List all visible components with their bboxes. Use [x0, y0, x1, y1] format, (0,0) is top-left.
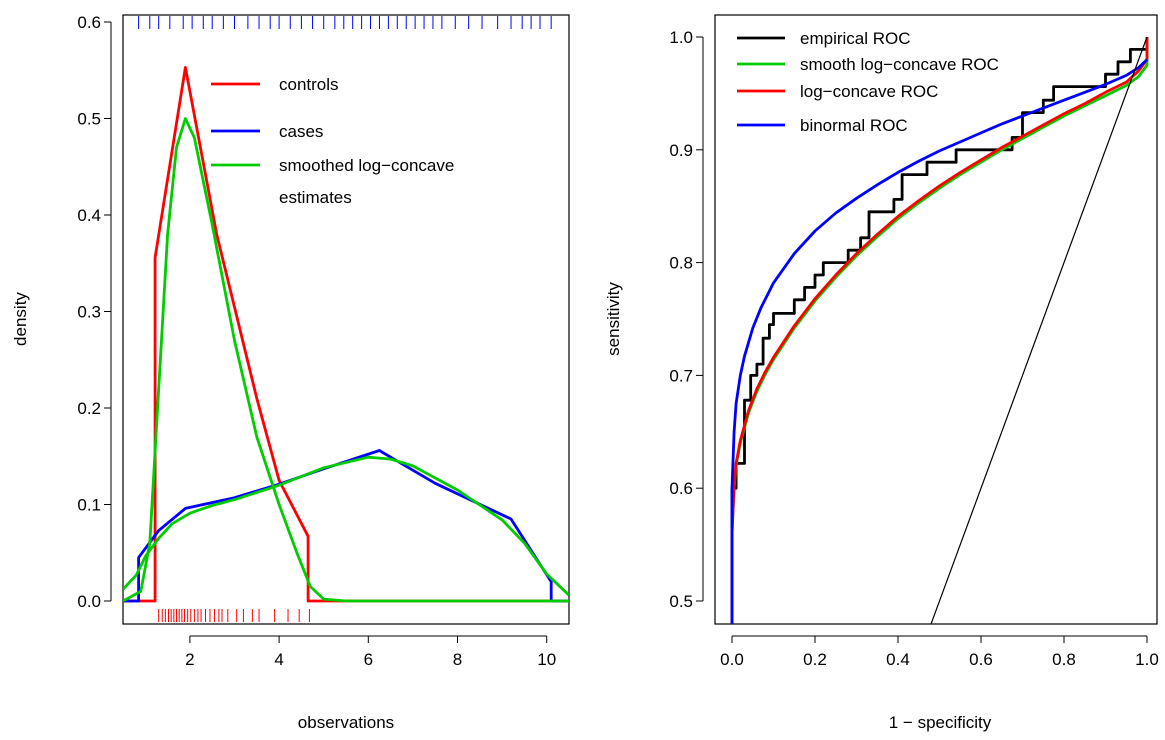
density-x-tick-label: 10: [537, 650, 556, 669]
legend-label-binormal-roc: binormal ROC: [800, 116, 908, 135]
density-y-tick-label: 0.5: [77, 110, 101, 129]
legend-label-smooth-log-concave-roc: smooth log−concave ROC: [800, 55, 999, 74]
density-y-tick-label: 0.3: [77, 303, 101, 322]
roc-series-empirical-roc-0: [730, 37, 1149, 624]
roc-panel: 0.0 0.2 0.4 0.6 0.8 1.0 0.5 0.6 0.7 0.8 0.9 1.0 1 …: [604, 14, 1159, 732]
roc-curves-group: [730, 36, 1149, 624]
roc-x-tick-label: 1.0: [1135, 650, 1159, 669]
legend-label-estimates: estimates: [279, 188, 352, 207]
density-series-smoothed-log-concave-2: [123, 117, 569, 603]
roc-series-log-concave-roc-2: [730, 37, 1149, 624]
density-x-tick-label: 2: [185, 650, 194, 669]
legend-label-empirical-roc: empirical ROC: [800, 29, 911, 48]
roc-y-tick-label: 1.0: [669, 28, 693, 47]
roc-legend: empirical ROC smooth log−concave ROC log−c…: [737, 29, 999, 135]
density-y-tick-label: 0.0: [77, 592, 101, 611]
roc-y-tick-label: 0.7: [669, 366, 693, 385]
density-series-cases-1: [123, 449, 569, 603]
density-x-tick-label: 4: [274, 650, 283, 669]
roc-x-tick-label: 0.2: [803, 650, 827, 669]
roc-plot-box: [714, 14, 1158, 625]
density-curves-group: [123, 66, 569, 603]
legend-label-smoothed-log-concave: smoothed log−concave: [279, 156, 454, 175]
roc-x-axis-label: 1 − specificity: [889, 713, 992, 732]
density-rug-group: [138, 16, 552, 622]
density-y-tick-label: 0.1: [77, 496, 101, 515]
roc-x-tick-label: 0.8: [1052, 650, 1076, 669]
density-y-tick-label: 0.4: [77, 206, 101, 225]
density-y-axis-label: density: [11, 292, 30, 346]
roc-y-tick-label: 0.5: [669, 592, 693, 611]
legend-label-log-concave-roc: log−concave ROC: [800, 82, 938, 101]
roc-y-tick-label: 0.8: [669, 254, 693, 273]
density-y-axis: 0.0 0.1 0.2 0.3 0.4 0.5 0.6: [77, 13, 112, 611]
roc-x-axis: 0.0 0.2 0.4 0.6 0.8 1.0: [720, 635, 1159, 669]
legend-label-cases: cases: [279, 122, 323, 141]
density-y-tick-label: 0.6: [77, 13, 101, 32]
density-legend: controls cases smoothed log−concave estimat…: [211, 75, 454, 207]
density-panel: 2 4 6 8 10 0.0 0.1 0.2 0.3 0.4 0.5 0.6 observation…: [11, 13, 570, 732]
roc-y-tick-label: 0.9: [669, 141, 693, 160]
density-x-tick-label: 8: [453, 650, 462, 669]
roc-series-diagonal-reference-4: [930, 36, 1148, 624]
legend-label-controls: controls: [279, 75, 339, 94]
roc-x-tick-label: 0.0: [720, 650, 744, 669]
roc-x-tick-label: 0.6: [969, 650, 993, 669]
roc-y-tick-label: 0.6: [669, 479, 693, 498]
density-series-smoothed-log-concave-3: [123, 455, 569, 597]
roc-x-tick-label: 0.4: [886, 650, 910, 669]
roc-y-axis-label: sensitivity: [604, 282, 623, 356]
density-x-tick-label: 6: [364, 650, 373, 669]
density-plot-box: [122, 14, 570, 625]
roc-series-binormal-roc-3: [730, 58, 1148, 624]
density-y-tick-label: 0.2: [77, 399, 101, 418]
roc-y-axis: 0.5 0.6 0.7 0.8 0.9 1.0: [669, 28, 704, 611]
density-x-axis: 2 4 6 8 10: [185, 635, 556, 669]
roc-series-smooth-log-concave-roc-1: [730, 37, 1149, 624]
density-x-axis-label: observations: [298, 713, 394, 732]
